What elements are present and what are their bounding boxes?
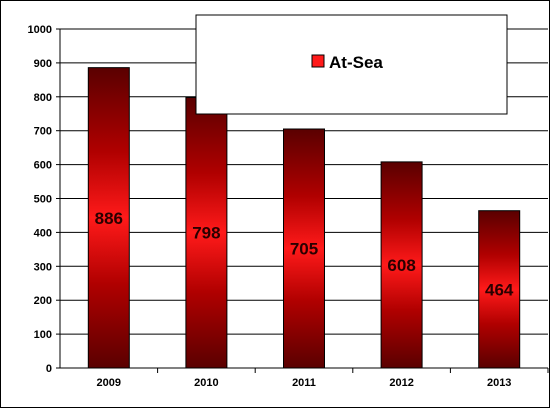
legend-marker-at-sea (311, 54, 325, 68)
data-label: 464 (485, 280, 514, 299)
y-tick-labels: 0 100 200 300 400 500 600 700 800 900 1000 (28, 24, 52, 375)
y-tick-label: 900 (34, 58, 52, 70)
x-tick-label: 2009 (97, 377, 121, 389)
y-tick-label: 300 (34, 261, 52, 273)
bar-2013 (478, 210, 521, 369)
y-tick-label: 700 (34, 126, 52, 138)
x-tick-label: 2010 (194, 377, 218, 389)
legend-box (195, 14, 508, 115)
y-tick-label: 600 (34, 160, 52, 172)
data-label: 886 (95, 209, 123, 228)
bar-2011 (283, 128, 325, 369)
x-tick-label: 2013 (487, 377, 511, 389)
axes (56, 28, 549, 373)
y-tick-label: 1000 (28, 24, 52, 36)
y-tick-label: 500 (34, 194, 52, 206)
data-label: 705 (290, 240, 318, 259)
y-tick-label: 100 (34, 329, 52, 341)
legend-label-at-sea: At-Sea (329, 53, 383, 72)
data-label: 798 (192, 224, 220, 243)
legend: At-Sea (195, 14, 508, 115)
y-tick-label: 200 (34, 295, 52, 307)
y-tick-label: 400 (34, 227, 52, 239)
x-tick-label: 2011 (292, 377, 316, 389)
x-tick-labels: 2009 2010 2011 2012 2013 (97, 377, 512, 389)
bar-2009 (87, 67, 130, 369)
y-tick-label: 0 (46, 363, 52, 375)
x-tick-label: 2012 (389, 377, 413, 389)
y-tick-label: 800 (34, 92, 52, 104)
data-label: 608 (387, 256, 415, 275)
data-labels: 886 798 705 608 464 (95, 209, 514, 300)
bar-2012 (380, 161, 423, 369)
